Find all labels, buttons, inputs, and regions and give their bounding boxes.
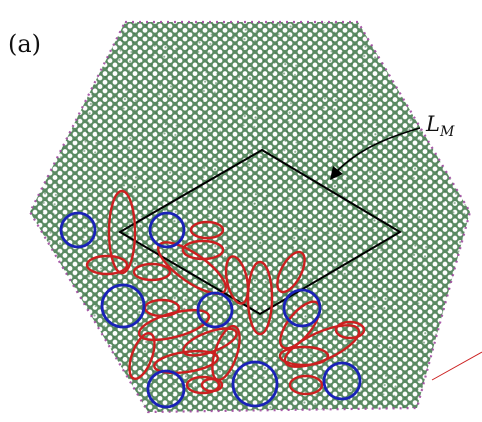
ellipse-marker [246,260,274,336]
ellipse-marker [278,345,330,367]
ellipse-marker [107,189,137,275]
ellipse-marker [200,377,224,393]
circle-marker [146,369,186,409]
supercell-label: LM [425,112,455,140]
supercell-arrow [335,127,421,173]
circle-marker [282,288,322,328]
ellipse-marker [288,374,324,396]
moire-supercell [118,148,402,316]
circle-marker [59,211,97,249]
ellipse-marker [189,220,225,240]
ellipse-marker [279,300,321,350]
ellipse-marker [132,262,172,282]
ellipse-marker [153,349,219,375]
circle-marker [100,283,146,329]
ellipse-marker [276,250,306,294]
panel-label: (a) [8,30,41,58]
circle-markers [59,211,362,409]
circle-marker [148,211,186,249]
supercell-arrow-head [330,166,343,180]
ellipse-marker [128,331,156,381]
ellipse-marker [137,308,211,342]
circle-marker [322,361,362,401]
ellipse-marker [185,375,221,395]
ellipse-marker [224,255,250,305]
circle-marker [196,291,234,329]
circle-marker [231,360,279,408]
stray-red-line [431,351,482,381]
ellipse-marker [334,320,366,340]
ellipse-markers [85,189,366,396]
flake-edge-atoms [28,20,472,414]
ellipse-marker [85,254,129,276]
